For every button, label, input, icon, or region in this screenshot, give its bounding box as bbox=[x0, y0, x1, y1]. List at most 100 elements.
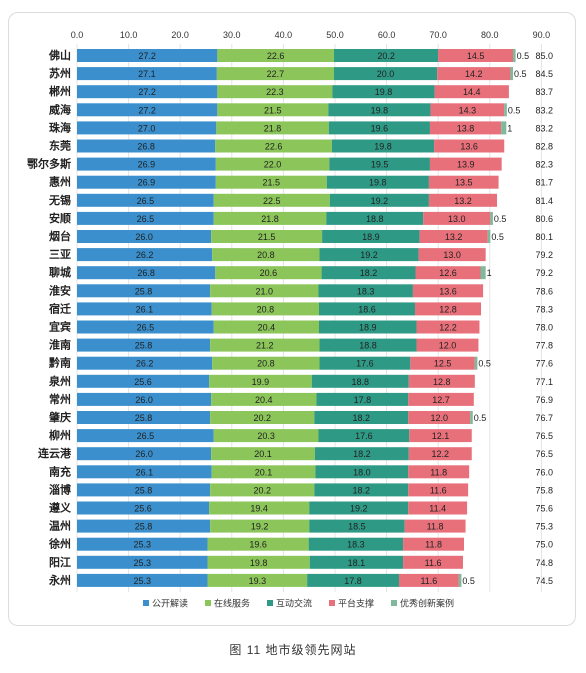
data-label: 25.8 bbox=[135, 413, 153, 423]
data-label: 12.5 bbox=[434, 359, 452, 369]
bar-segment bbox=[416, 320, 480, 334]
bar-segment bbox=[408, 501, 468, 515]
bar-segment bbox=[434, 139, 505, 153]
category-label: 安顺 bbox=[49, 211, 71, 225]
data-label: 12.8 bbox=[433, 377, 451, 387]
data-label: 21.5 bbox=[258, 232, 276, 242]
bar-segment bbox=[77, 284, 211, 298]
bar-segment bbox=[77, 537, 208, 551]
data-label: 18.3 bbox=[347, 540, 365, 550]
total-label: 76.5 bbox=[535, 449, 553, 459]
bar-segment bbox=[77, 302, 212, 316]
bar-segment bbox=[403, 537, 464, 551]
data-label: 13.6 bbox=[460, 142, 478, 152]
data-label: 25.6 bbox=[134, 504, 152, 514]
data-label: 19.6 bbox=[371, 123, 389, 133]
data-label: 20.4 bbox=[258, 323, 276, 333]
total-label: 81.7 bbox=[535, 178, 553, 188]
category-label: 柳州 bbox=[49, 428, 71, 442]
bar-segment bbox=[210, 284, 319, 298]
category-label: 淮南 bbox=[49, 338, 71, 352]
data-label: 18.8 bbox=[359, 341, 377, 351]
bar-segment bbox=[474, 356, 478, 370]
bar-segment bbox=[409, 429, 472, 443]
data-label: 25.8 bbox=[135, 341, 153, 351]
legend-swatch bbox=[391, 600, 397, 606]
data-label: 22.3 bbox=[266, 87, 284, 97]
bar-segment bbox=[77, 230, 212, 243]
bar-segment bbox=[77, 320, 214, 334]
x-tick-label: 40.0 bbox=[275, 30, 293, 40]
legend-label: 平台支撑 bbox=[338, 598, 374, 609]
data-label: 19.9 bbox=[252, 377, 270, 387]
data-label: 19.8 bbox=[375, 87, 393, 97]
category-label: 徐州 bbox=[48, 537, 71, 551]
bar-segment bbox=[412, 284, 484, 298]
total-label: 77.8 bbox=[535, 341, 553, 351]
bar-segment bbox=[430, 103, 505, 117]
data-label: 11.8 bbox=[427, 522, 444, 532]
category-label: 遵义 bbox=[49, 501, 72, 515]
bar-segment bbox=[329, 157, 430, 171]
data-label: 25.8 bbox=[135, 522, 153, 532]
data-label: 19.8 bbox=[369, 178, 387, 188]
bar-segment bbox=[77, 175, 216, 189]
bar-segment bbox=[458, 573, 462, 587]
total-label: 83.2 bbox=[535, 123, 553, 133]
data-label: 18.9 bbox=[362, 232, 380, 242]
total-label: 74.5 bbox=[535, 576, 553, 586]
bar-segment bbox=[211, 230, 323, 243]
data-label: 21.2 bbox=[256, 341, 274, 351]
bar-segment bbox=[319, 320, 417, 334]
bar-segment bbox=[429, 157, 502, 171]
bar-segment bbox=[211, 447, 315, 461]
data-label: 17.6 bbox=[355, 431, 373, 441]
data-label: 12.7 bbox=[432, 395, 450, 405]
bar-segment bbox=[213, 320, 320, 334]
data-label: 21.0 bbox=[256, 286, 274, 296]
data-label: 13.2 bbox=[445, 232, 463, 242]
bar-segment bbox=[77, 555, 208, 569]
total-label: 75.3 bbox=[535, 522, 553, 532]
total-label: 75.8 bbox=[535, 485, 553, 495]
data-label: 18.5 bbox=[348, 522, 366, 532]
data-label: 13.0 bbox=[443, 250, 461, 260]
bar-segment bbox=[487, 230, 491, 243]
bar-segment bbox=[311, 374, 409, 388]
data-label: 19.8 bbox=[371, 105, 389, 115]
data-label: 11.4 bbox=[429, 504, 446, 514]
bar-segment bbox=[215, 157, 330, 171]
data-label: 11.6 bbox=[425, 558, 442, 568]
data-label: 14.2 bbox=[465, 69, 483, 79]
data-label: 0.5 bbox=[491, 232, 504, 242]
data-label: 20.3 bbox=[257, 431, 275, 441]
bar-segment bbox=[77, 85, 218, 99]
bar-segment bbox=[398, 573, 459, 587]
category-label: 南充 bbox=[49, 464, 71, 478]
data-label: 0.5 bbox=[474, 413, 487, 423]
total-label: 82.8 bbox=[535, 142, 553, 152]
data-label: 26.1 bbox=[136, 304, 154, 314]
bar-segment bbox=[77, 193, 214, 207]
category-label: 佛山 bbox=[48, 48, 71, 62]
category-label: 宜宾 bbox=[49, 320, 71, 334]
bar-segment bbox=[77, 429, 214, 443]
data-label: 25.6 bbox=[134, 377, 152, 387]
x-tick-label: 30.0 bbox=[223, 30, 241, 40]
category-label: 黔南 bbox=[49, 356, 71, 370]
bar-segment bbox=[77, 374, 210, 388]
total-label: 75.0 bbox=[535, 540, 553, 550]
bar-segment bbox=[309, 501, 409, 515]
bar-segment bbox=[513, 49, 516, 62]
bar-segment bbox=[216, 67, 334, 81]
data-label: 11.8 bbox=[430, 467, 447, 477]
bar-segment bbox=[408, 483, 469, 497]
total-label: 82.3 bbox=[535, 160, 553, 170]
total-label: 77.6 bbox=[535, 359, 553, 369]
total-label: 76.9 bbox=[535, 395, 553, 405]
category-label: 温州 bbox=[49, 519, 71, 533]
bar-segment bbox=[408, 447, 472, 461]
bar-segment bbox=[510, 67, 514, 81]
category-label: 珠海 bbox=[49, 120, 71, 134]
data-label: 26.2 bbox=[136, 359, 154, 369]
